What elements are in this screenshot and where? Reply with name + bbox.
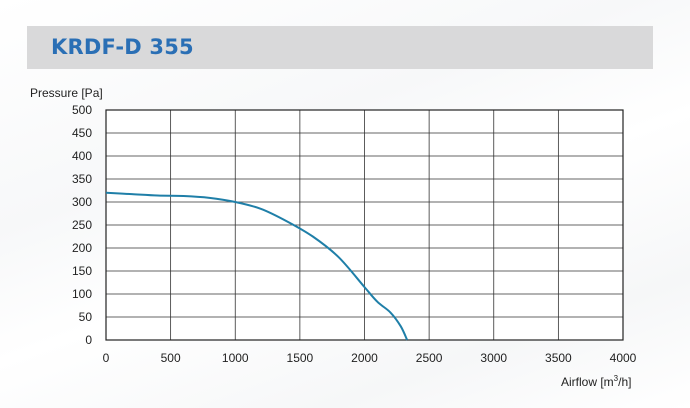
x-tick-label: 1500 (287, 351, 314, 365)
x-tick-label: 500 (161, 351, 181, 365)
x-tick-label: 0 (103, 351, 110, 365)
y-tick-label: 50 (79, 310, 93, 324)
y-tick-label: 450 (72, 126, 92, 140)
y-axis-label: Pressure [Pa] (30, 86, 103, 100)
y-tick-label: 150 (72, 264, 92, 278)
x-tick-label: 3500 (545, 351, 572, 365)
x-tick-label: 1000 (222, 351, 249, 365)
x-tick-label: 2000 (351, 351, 378, 365)
y-tick-label: 300 (72, 195, 92, 209)
plot-frame (105, 109, 624, 341)
y-tick-label: 0 (85, 333, 92, 347)
x-tick-label: 2500 (416, 351, 443, 365)
x-axis-label-main: Airflow [m (561, 375, 614, 389)
y-tick-label: 500 (72, 103, 92, 117)
y-tick-label: 350 (72, 172, 92, 186)
y-tick-label: 200 (72, 241, 92, 255)
y-tick-label: 250 (72, 218, 92, 232)
x-tick-label: 4000 (610, 351, 637, 365)
x-axis-label: Airflow [m3/h] (561, 374, 631, 389)
y-tick-label: 100 (72, 287, 92, 301)
x-tick-label: 3000 (480, 351, 507, 365)
x-axis-label-superscript: 3 (613, 374, 619, 383)
x-axis-label-end: /h] (618, 375, 632, 389)
fan-curve-line (105, 191, 409, 341)
title-bar: KRDF-D 355 (27, 26, 653, 69)
y-tick-label: 400 (72, 149, 92, 163)
chart-title: KRDF-D 355 (51, 35, 194, 59)
